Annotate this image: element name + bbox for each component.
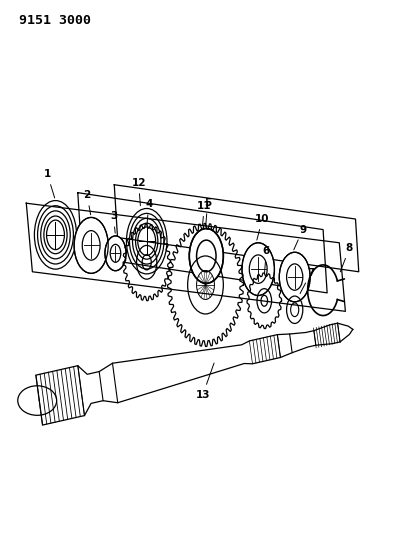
- Ellipse shape: [242, 243, 275, 295]
- Text: 4: 4: [145, 199, 152, 225]
- Text: 3: 3: [110, 212, 117, 233]
- Ellipse shape: [105, 236, 126, 271]
- Ellipse shape: [189, 229, 223, 284]
- Text: 2: 2: [83, 190, 91, 215]
- Text: 11: 11: [197, 201, 212, 226]
- Text: 8: 8: [340, 243, 353, 272]
- Text: 12: 12: [132, 178, 146, 206]
- Text: 5: 5: [204, 198, 211, 227]
- Text: 10: 10: [255, 214, 270, 240]
- Text: 1: 1: [44, 169, 55, 198]
- Ellipse shape: [279, 252, 310, 302]
- Text: 9: 9: [294, 224, 306, 250]
- Ellipse shape: [74, 217, 108, 273]
- Text: 6: 6: [263, 246, 270, 273]
- Text: 13: 13: [196, 363, 214, 400]
- Text: 9151 3000: 9151 3000: [19, 14, 91, 27]
- Text: 7: 7: [300, 268, 314, 294]
